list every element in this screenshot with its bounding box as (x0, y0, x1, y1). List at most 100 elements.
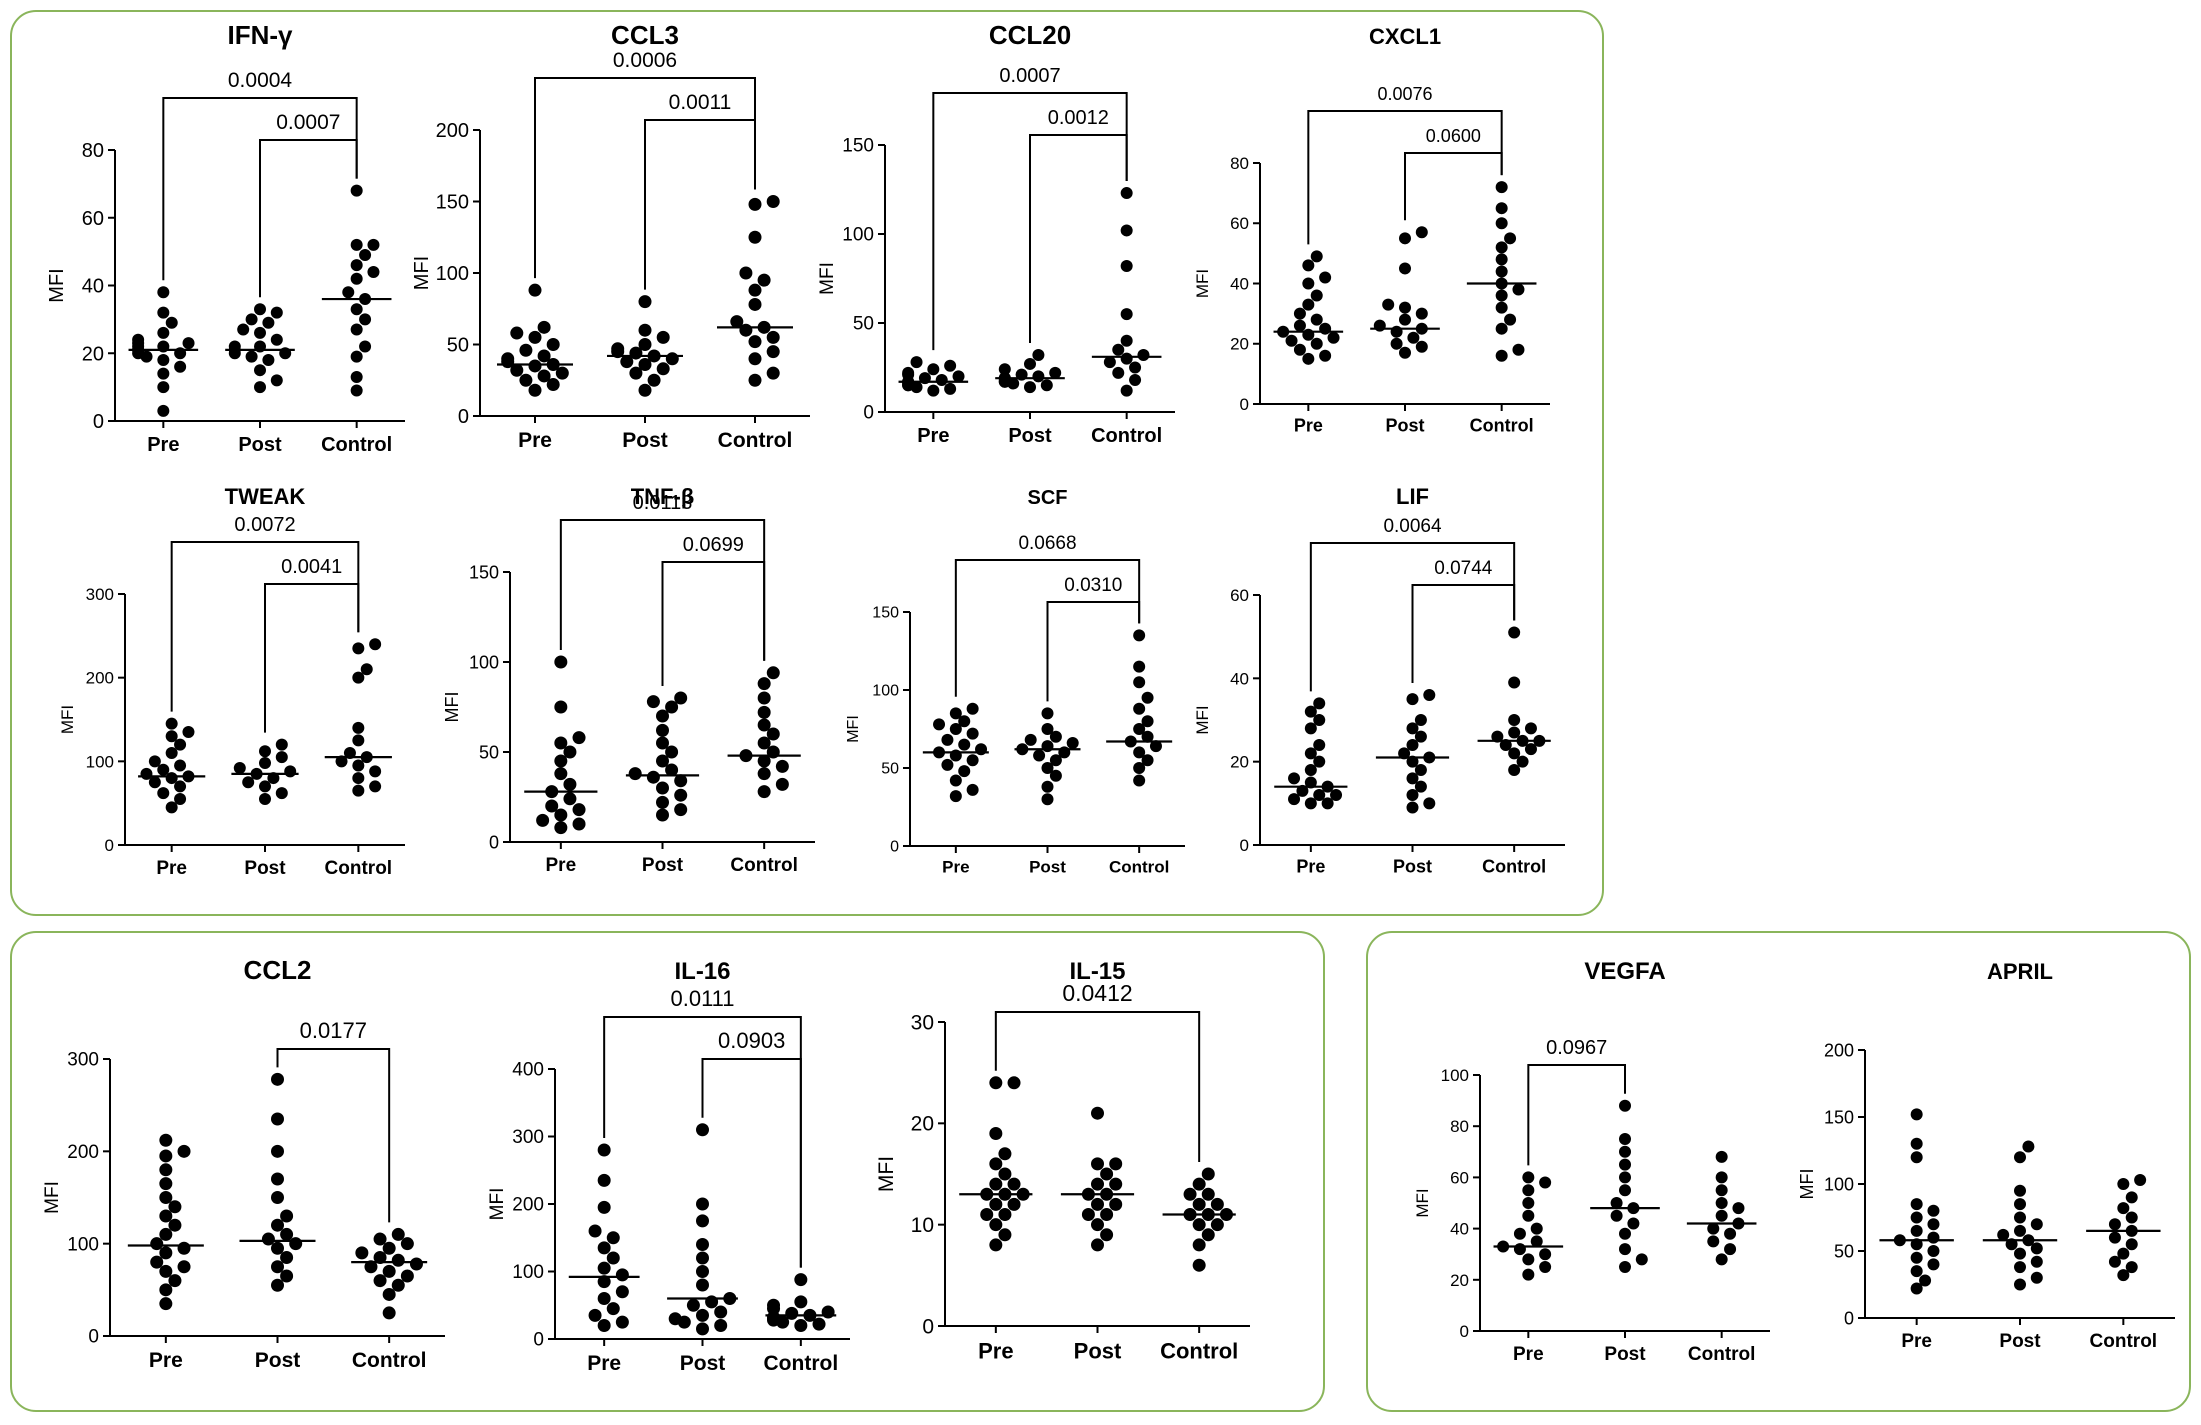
data-point-pre (615, 1315, 629, 1329)
data-point-control (400, 1269, 414, 1283)
data-point-post (254, 364, 266, 377)
data-point-control (364, 1260, 378, 1274)
data-point-post (2030, 1242, 2043, 1255)
data-point-pre (536, 813, 550, 827)
data-point-post (1109, 1157, 1123, 1171)
data-point-control (369, 765, 382, 778)
data-point-post (696, 1251, 709, 1265)
data-point-post (1406, 722, 1419, 735)
data-point-control (2125, 1238, 2138, 1251)
data-point-post (1619, 1158, 1631, 1171)
data-point-pre (528, 359, 542, 373)
data-point-control (748, 197, 762, 211)
data-point-control (1192, 1258, 1206, 1272)
data-point-pre (563, 745, 577, 759)
data-point-pre (944, 359, 957, 372)
data-point-pre (1927, 1218, 1940, 1231)
data-point-pre (528, 283, 542, 297)
data-point-post (242, 776, 255, 789)
data-point-post (280, 1269, 294, 1283)
y-tick-label: 60 (82, 208, 104, 230)
chart-il-15: IL-15 0 10 20 30 MFI Pre Post Control 0.0412 (875, 958, 1250, 1363)
data-point-pre (519, 373, 533, 387)
data-point-post (1100, 1167, 1114, 1181)
data-point-control (766, 727, 780, 741)
data-point-post (646, 695, 660, 709)
x-tick-label-post: Post (1029, 858, 1066, 877)
data-point-post (2030, 1255, 2043, 1268)
data-point-post (267, 772, 280, 785)
data-point-post (705, 1295, 719, 1309)
data-point-pre (510, 363, 524, 377)
data-point-pre (1296, 784, 1309, 797)
data-point-pre (519, 343, 533, 357)
data-point-pre (952, 370, 965, 383)
data-point-pre (1310, 289, 1323, 302)
data-point-post (647, 373, 661, 387)
x-tick-label-pre: Pre (156, 858, 187, 879)
data-point-post (696, 1322, 709, 1336)
y-tick-label: 40 (82, 276, 104, 298)
data-point-pre (159, 1149, 173, 1163)
data-point-pre (1522, 1253, 1535, 1266)
y-axis-label: MFI (817, 262, 838, 295)
data-point-control (1491, 730, 1504, 743)
data-point-post (668, 1312, 682, 1326)
x-tick-label-post: Post (244, 858, 286, 879)
y-tick-label: 50 (881, 761, 899, 778)
data-point-control (1129, 373, 1142, 386)
y-tick-label: 10 (911, 1214, 934, 1237)
data-point-pre (935, 373, 948, 386)
y-tick-label: 300 (86, 585, 114, 604)
chart-title-il-16: IL-16 (674, 958, 730, 985)
data-point-pre (1302, 277, 1315, 290)
data-point-pre (966, 702, 979, 715)
data-point-control (1495, 301, 1508, 314)
data-point-post (1610, 1209, 1623, 1222)
y-tick-label: 20 (1230, 335, 1249, 354)
y-axis-label: MFI (411, 256, 433, 290)
data-point-post (280, 1209, 294, 1223)
data-point-post (1091, 1157, 1104, 1171)
data-point-control (1133, 723, 1146, 735)
data-point-control (2125, 1211, 2138, 1224)
data-point-post (1414, 764, 1427, 776)
chart-ccl20: CCL20 0 50 100 150 MFI Pre Post Control 0.0007 0.0… (817, 20, 1175, 447)
data-point-post (245, 350, 258, 363)
y-tick-label: 0 (1240, 395, 1249, 414)
data-point-pre (588, 1308, 602, 1322)
data-point-control (350, 303, 363, 316)
data-point-pre (159, 1297, 173, 1311)
x-tick-label-post: Post (622, 429, 668, 452)
data-point-pre (537, 349, 551, 363)
data-point-pre (1910, 1265, 1923, 1278)
data-point-control (350, 350, 363, 363)
data-point-control (775, 777, 789, 791)
data-point-pre (554, 821, 568, 835)
x-tick-label-control: Control (730, 855, 798, 876)
data-point-pre (168, 1274, 182, 1288)
data-point-pre (1513, 1227, 1526, 1240)
data-point-pre (546, 378, 560, 392)
data-point-post (1100, 1228, 1114, 1242)
data-point-control (1495, 241, 1508, 254)
data-point-pre (1910, 1282, 1923, 1295)
data-point-pre (157, 367, 170, 380)
chart-title-ccl20: CCL20 (989, 20, 1071, 50)
x-tick-label-control: Control (325, 858, 393, 879)
p-value-label: 0.0744 (1434, 558, 1493, 579)
y-tick-label: 20 (1450, 1271, 1469, 1290)
data-point-control (2117, 1247, 2130, 1260)
data-point-post (2014, 1278, 2026, 1291)
data-point-pre (174, 759, 187, 772)
data-point-control (748, 283, 762, 297)
data-point-post (2030, 1271, 2043, 1284)
data-point-control (1504, 232, 1517, 245)
data-point-control (730, 315, 744, 329)
chart-scf: SCF 0 50 100 150 MFI Pre Post Control 0.0668 0.031… (845, 487, 1185, 877)
x-tick-label-post: Post (238, 434, 282, 456)
data-point-pre (177, 1144, 191, 1158)
data-point-pre (157, 381, 170, 394)
data-point-pre (537, 369, 551, 383)
x-tick-label-control: Control (764, 1352, 839, 1375)
